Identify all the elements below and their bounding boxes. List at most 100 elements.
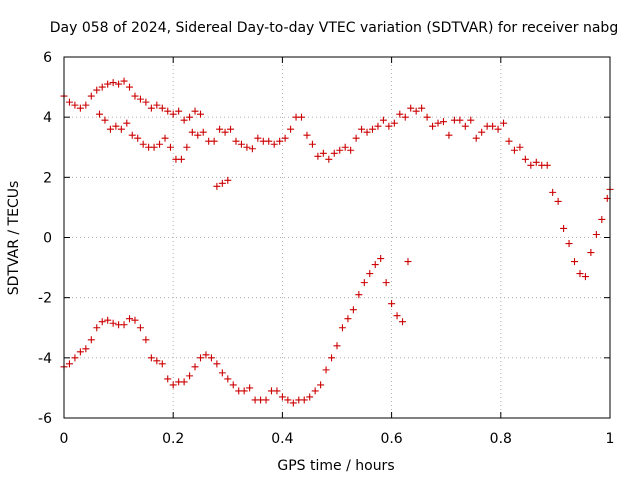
data-point — [358, 125, 366, 133]
data-point — [65, 360, 73, 368]
data-point — [153, 357, 161, 365]
data-point — [115, 80, 123, 88]
data-point — [306, 393, 314, 401]
data-point — [445, 131, 453, 139]
data-point — [265, 137, 273, 145]
data-point — [349, 306, 357, 314]
data-point — [104, 316, 112, 324]
data-point — [338, 324, 346, 332]
data-point — [254, 134, 262, 142]
data-point — [117, 125, 125, 133]
data-point — [598, 215, 606, 223]
data-point — [500, 119, 508, 127]
data-point — [366, 270, 374, 278]
data-point — [177, 155, 185, 163]
data-point — [175, 107, 183, 115]
data-point — [101, 116, 109, 124]
data-point — [134, 134, 142, 142]
data-point — [98, 83, 106, 91]
data-point — [131, 316, 139, 324]
y-tick-label: -2 — [38, 291, 52, 307]
data-point — [156, 140, 164, 148]
data-point — [164, 375, 172, 383]
data-point — [510, 146, 518, 154]
data-point — [404, 258, 412, 266]
data-point — [401, 113, 409, 121]
data-point — [281, 134, 289, 142]
data-point — [147, 354, 155, 362]
data-point — [232, 137, 240, 145]
data-point — [521, 155, 529, 163]
data-point — [213, 182, 221, 190]
data-point — [199, 128, 207, 136]
data-point — [333, 342, 341, 350]
data-point — [396, 110, 404, 118]
data-point — [317, 381, 325, 389]
data-point — [549, 188, 557, 196]
data-point — [237, 140, 245, 148]
x-axis-label: GPS time / hours — [277, 458, 394, 474]
data-point — [240, 387, 248, 395]
plot-frame — [63, 56, 611, 419]
data-point — [120, 77, 128, 85]
data-point — [106, 125, 114, 133]
data-point — [347, 146, 355, 154]
data-point — [98, 318, 106, 326]
data-point — [592, 230, 600, 238]
data-point — [516, 143, 524, 151]
y-tick-label: 2 — [43, 170, 52, 186]
data-point — [368, 125, 376, 133]
data-point — [284, 396, 292, 404]
data-point — [554, 197, 562, 205]
data-point — [303, 131, 311, 139]
data-point — [300, 396, 308, 404]
data-point — [532, 158, 540, 166]
data-point — [180, 116, 188, 124]
data-point — [169, 381, 177, 389]
x-tick-label: 0 — [60, 431, 69, 447]
data-point — [576, 270, 584, 278]
data-point — [82, 101, 90, 109]
data-point — [216, 125, 224, 133]
data-point — [565, 240, 573, 248]
data-point — [330, 149, 338, 157]
data-point — [390, 119, 398, 127]
data-point — [126, 315, 134, 323]
data-point — [276, 137, 284, 145]
y-axis-label: SDTVAR / TECUs — [6, 181, 22, 296]
data-point — [270, 140, 278, 148]
data-point — [322, 366, 330, 374]
data-point — [379, 116, 387, 124]
y-tick-label: 0 — [43, 231, 52, 247]
series-track-middle — [95, 104, 614, 281]
data-point — [587, 249, 595, 257]
data-point — [180, 378, 188, 386]
data-point — [363, 128, 371, 136]
data-point — [93, 324, 101, 332]
data-point — [139, 140, 147, 148]
data-points — [60, 77, 614, 407]
data-point — [298, 113, 306, 121]
data-point — [161, 134, 169, 142]
data-point — [393, 312, 401, 320]
data-point — [153, 101, 161, 109]
data-point — [287, 125, 295, 133]
data-point — [166, 143, 174, 151]
data-point — [186, 113, 194, 121]
data-point — [136, 324, 144, 332]
data-point — [186, 372, 194, 380]
data-point — [142, 98, 150, 106]
series-track-lower — [60, 255, 412, 407]
data-point — [104, 80, 112, 88]
data-point — [207, 354, 215, 362]
data-point — [227, 125, 235, 133]
data-point — [399, 318, 407, 326]
data-point — [131, 92, 139, 100]
data-point — [311, 387, 319, 395]
x-tick-label: 0.6 — [380, 431, 402, 447]
data-point — [87, 92, 95, 100]
data-point — [126, 83, 134, 91]
data-point — [289, 399, 297, 407]
data-point — [388, 300, 396, 308]
data-point — [360, 279, 368, 287]
